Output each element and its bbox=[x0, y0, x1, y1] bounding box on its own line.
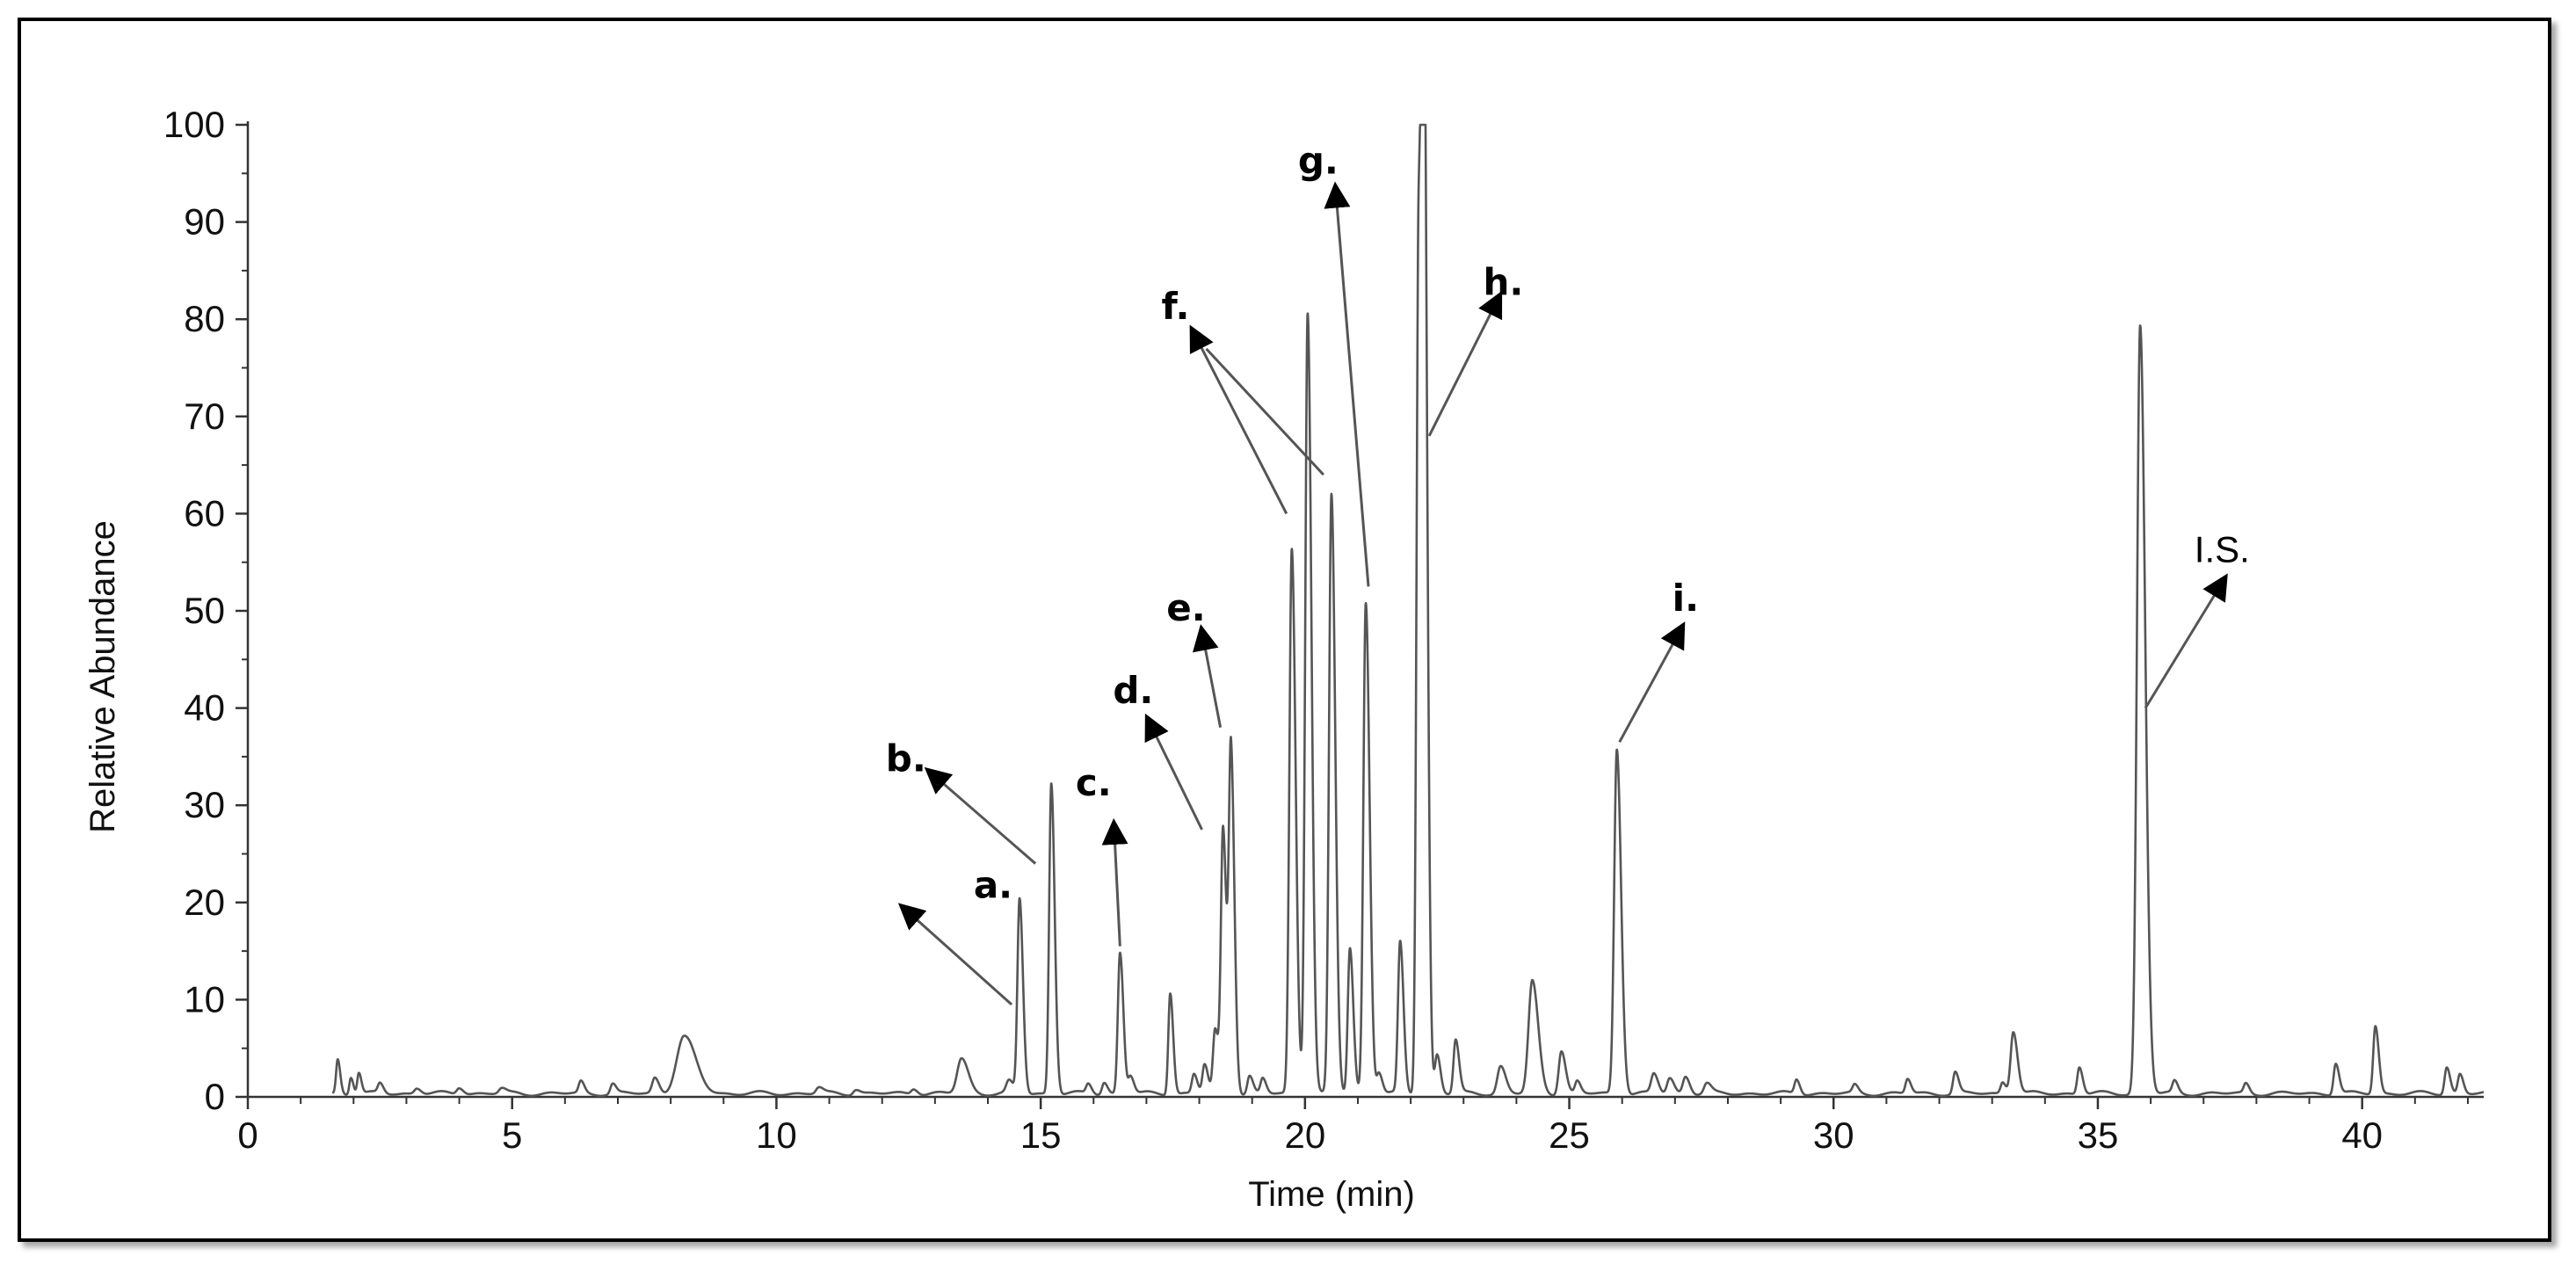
y-tick-label: 0 bbox=[205, 1076, 225, 1117]
annotation-label-d: d. bbox=[1113, 669, 1153, 712]
annotation-label-f: f. bbox=[1162, 285, 1190, 328]
x-tick-label: 30 bbox=[1813, 1114, 1854, 1156]
annotation-label-a: a. bbox=[974, 863, 1012, 906]
annotation-label-h: h. bbox=[1483, 261, 1523, 304]
annotation-arrow-g bbox=[1324, 181, 1370, 587]
peak-annotations: a. b. c. d. e. f. g. h. i. I.S. bbox=[886, 139, 2250, 1006]
annotation-arrow-h bbox=[1427, 290, 1503, 437]
annotation-label-g: g. bbox=[1298, 139, 1339, 182]
y-axis-label: Relative Abundance bbox=[83, 520, 122, 833]
annotation-label-is: I.S. bbox=[2195, 529, 2250, 570]
annotation-label-b: b. bbox=[886, 737, 926, 780]
y-tick-label: 30 bbox=[184, 784, 225, 825]
plot-area bbox=[331, 123, 2485, 1098]
y-tick-label: 80 bbox=[184, 298, 225, 339]
annotation-label-c: c. bbox=[1076, 761, 1112, 804]
x-tick-label: 5 bbox=[502, 1114, 522, 1156]
y-tick-label: 100 bbox=[163, 104, 225, 145]
annotation-arrow-d bbox=[1144, 713, 1203, 831]
annotation-arrow-is bbox=[2144, 573, 2228, 709]
annotation-arrow-c bbox=[1101, 817, 1128, 947]
annotation-arrow-f bbox=[1189, 324, 1288, 515]
annotation-arrow-b bbox=[924, 766, 1037, 865]
x-tick-label: 10 bbox=[756, 1114, 797, 1156]
x-tick-label: 35 bbox=[2078, 1114, 2119, 1156]
x-tick-label: 20 bbox=[1284, 1114, 1325, 1156]
x-tick-label: 0 bbox=[237, 1114, 258, 1156]
y-tick-label: 60 bbox=[184, 492, 225, 534]
annotation-label-i: i. bbox=[1673, 577, 1699, 620]
y-tick-label: 90 bbox=[184, 201, 225, 243]
y-tick-label: 70 bbox=[184, 396, 225, 437]
x-tick-label: 15 bbox=[1020, 1114, 1062, 1156]
axes: 0 10 20 30 40 50 60 70 80 90 100 0 5 10 15 20 25 30 35 40 bbox=[163, 104, 2484, 1156]
y-tick-label: 50 bbox=[184, 590, 225, 631]
annotation-arrow-a bbox=[897, 903, 1013, 1006]
figure-frame bbox=[18, 18, 2551, 1242]
annotation-arrow-i bbox=[1618, 621, 1686, 744]
x-tick-label: 25 bbox=[1549, 1114, 1590, 1156]
chromatogram-trace bbox=[331, 123, 2485, 1098]
annotation-label-e: e. bbox=[1166, 586, 1205, 629]
x-tick-label: 40 bbox=[2341, 1114, 2383, 1156]
annotation-arrow-e bbox=[1192, 624, 1223, 729]
annotation-arrow-f-second bbox=[1205, 347, 1324, 476]
y-tick-label: 10 bbox=[184, 978, 225, 1020]
y-tick-label: 40 bbox=[184, 687, 225, 729]
y-tick-label: 20 bbox=[184, 882, 225, 923]
x-axis-label: Time (min) bbox=[1248, 1175, 1415, 1214]
